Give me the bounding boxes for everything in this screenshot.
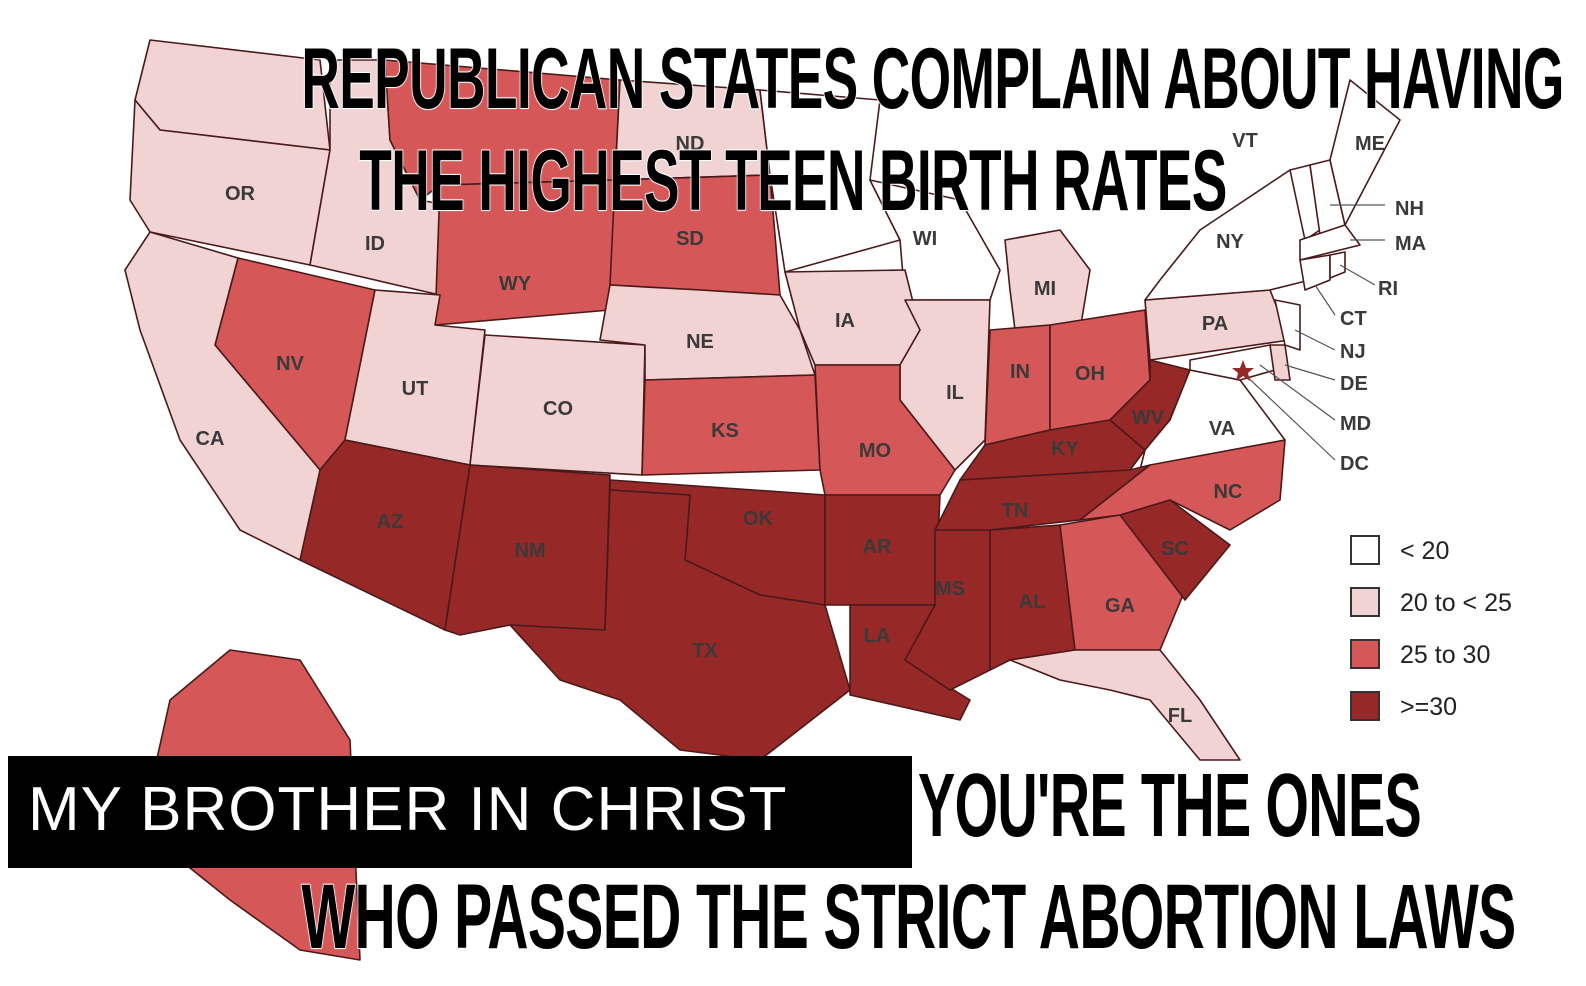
state-CT — [1299, 254, 1331, 291]
label-CA: CA — [196, 428, 225, 450]
legend-swatch-20-25 — [1350, 587, 1380, 617]
state-MA — [1299, 224, 1361, 261]
label-KY: KY — [1051, 438, 1079, 460]
leader-ri — [1339, 264, 1376, 286]
meme-top-line-1: REPUBLICAN STATES COMPLAIN ABOUT HAVING — [301, 30, 1565, 128]
caption-box-text: MY BROTHER IN CHRIST — [28, 775, 788, 844]
label-MA: MA — [1395, 233, 1426, 255]
label-GA: GA — [1105, 595, 1135, 617]
label-TX: TX — [692, 640, 718, 662]
leader-de — [1284, 364, 1336, 381]
state-MO — [814, 364, 956, 496]
label-FL: FL — [1168, 705, 1192, 727]
legend-swatch-lt20 — [1350, 535, 1380, 565]
label-AZ: AZ — [377, 511, 404, 533]
legend-label-lt20: < 20 — [1400, 537, 1450, 565]
label-DE: DE — [1340, 373, 1368, 395]
legend-swatch-gte30 — [1350, 691, 1380, 721]
label-IL: IL — [946, 382, 964, 404]
label-UT: UT — [402, 378, 429, 400]
label-MS: MS — [935, 578, 965, 600]
label-NH: NH — [1395, 198, 1424, 220]
label-VA: VA — [1209, 418, 1235, 440]
label-ID: ID — [365, 233, 385, 255]
meme-bottom-line-1: YOU'RE THE ONES — [917, 755, 1422, 857]
state-RI — [1329, 251, 1346, 279]
leader-dc — [1239, 369, 1336, 461]
label-MI: MI — [1034, 278, 1056, 300]
label-SC: SC — [1161, 538, 1189, 560]
legend-label-25-30: 25 to 30 — [1400, 641, 1491, 669]
label-LA: LA — [864, 625, 891, 647]
label-DC: DC — [1340, 453, 1369, 475]
legend-swatch-25-30 — [1350, 639, 1380, 669]
meme-bottom-line-2: WHO PASSED THE STRICT ABORTION LAWS — [301, 865, 1517, 969]
caption-box: MY BROTHER IN CHRIST — [8, 756, 912, 868]
label-VT: VT — [1232, 130, 1258, 152]
label-ND: ND — [676, 133, 705, 155]
state-DE — [1269, 344, 1291, 381]
label-WY: WY — [499, 273, 532, 295]
label-NM: NM — [514, 540, 545, 562]
leader-ct — [1314, 284, 1336, 316]
state-MD — [1189, 344, 1276, 381]
label-OR: OR — [225, 183, 256, 205]
leader-nj — [1294, 329, 1336, 351]
label-IN: IN — [1010, 361, 1030, 383]
label-NC: NC — [1214, 481, 1243, 503]
label-SD: SD — [676, 228, 704, 250]
label-NE: NE — [686, 331, 714, 353]
label-MD: MD — [1340, 413, 1371, 435]
state-NC — [1079, 439, 1286, 531]
legend-label-gte30: >=30 — [1400, 693, 1458, 721]
label-RI: RI — [1378, 278, 1398, 300]
state-AZ — [299, 439, 471, 631]
state-FL — [1009, 649, 1241, 761]
label-IA: IA — [835, 310, 855, 332]
label-CT: CT — [1340, 308, 1367, 330]
label-WI: WI — [913, 228, 937, 250]
label-AR: AR — [863, 536, 892, 558]
state-CA — [124, 231, 321, 561]
label-NV: NV — [276, 353, 304, 375]
meme-top-line-2: THE HIGHEST TEEN BIRTH RATES — [359, 132, 1228, 230]
label-OH: OH — [1075, 363, 1105, 385]
label-KS: KS — [711, 420, 739, 442]
label-NY: NY — [1216, 231, 1244, 253]
dc-star-icon — [1232, 360, 1254, 381]
label-CO: CO — [543, 398, 573, 420]
state-ME — [1329, 79, 1401, 226]
leader-md — [1259, 364, 1336, 421]
legend-label-20-25: 20 to < 25 — [1400, 589, 1512, 617]
label-PA: PA — [1202, 313, 1228, 335]
label-ME: ME — [1355, 133, 1385, 155]
label-NJ: NJ — [1340, 341, 1366, 363]
label-TN: TN — [1002, 500, 1029, 522]
label-WV: WV — [1132, 407, 1165, 429]
state-IN — [984, 324, 1051, 446]
label-OK: OK — [743, 508, 774, 530]
label-AL: AL — [1019, 591, 1046, 613]
state-NJ — [1274, 299, 1301, 351]
label-MO: MO — [859, 440, 891, 462]
